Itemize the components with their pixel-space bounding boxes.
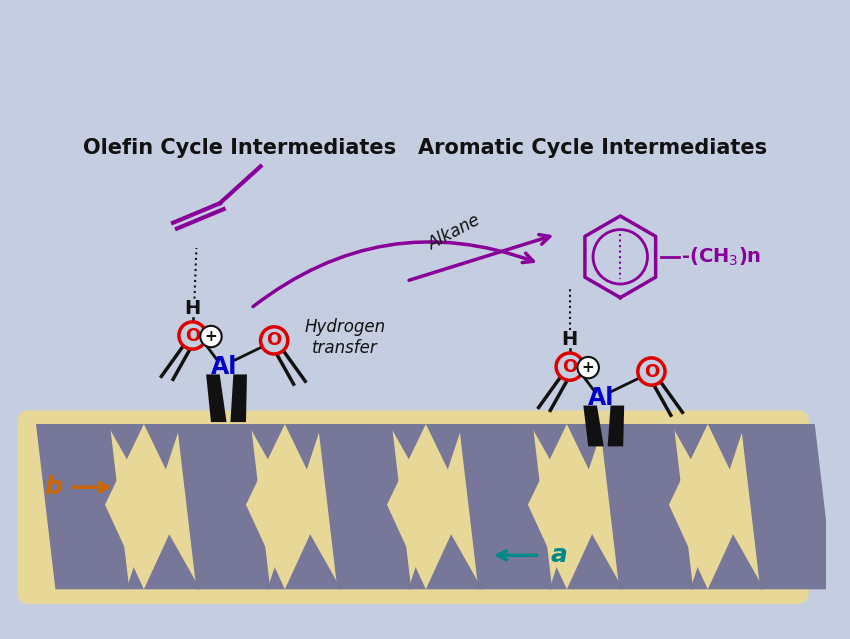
Text: -(CH$_3$)n: -(CH$_3$)n	[681, 245, 761, 268]
Polygon shape	[669, 424, 746, 589]
FancyArrowPatch shape	[253, 242, 533, 307]
Circle shape	[261, 327, 288, 354]
Text: +: +	[205, 329, 218, 344]
Polygon shape	[671, 424, 764, 589]
Text: Al: Al	[211, 355, 237, 379]
FancyArrowPatch shape	[409, 235, 550, 281]
Text: +: +	[582, 360, 595, 375]
Text: Al: Al	[587, 386, 614, 410]
Polygon shape	[318, 424, 411, 589]
Polygon shape	[528, 424, 606, 589]
Polygon shape	[246, 424, 324, 589]
Polygon shape	[107, 424, 201, 589]
Text: Aromatic Cycle Intermediates: Aromatic Cycle Intermediates	[418, 138, 768, 158]
Polygon shape	[583, 406, 604, 447]
Polygon shape	[36, 424, 129, 589]
FancyBboxPatch shape	[18, 410, 809, 604]
Polygon shape	[608, 406, 624, 447]
Text: Hydrogen
transfer: Hydrogen transfer	[304, 318, 386, 357]
Text: H: H	[562, 330, 578, 349]
Text: O: O	[185, 327, 200, 344]
Polygon shape	[206, 374, 227, 422]
Polygon shape	[389, 424, 482, 589]
Text: Olefin Cycle Intermediates: Olefin Cycle Intermediates	[82, 138, 396, 158]
Polygon shape	[105, 424, 183, 589]
Text: H: H	[184, 299, 201, 318]
Polygon shape	[459, 424, 552, 589]
Circle shape	[201, 326, 222, 347]
Text: O: O	[643, 362, 659, 380]
Circle shape	[556, 353, 583, 380]
Polygon shape	[530, 424, 623, 589]
Polygon shape	[600, 424, 694, 589]
Polygon shape	[177, 424, 270, 589]
Polygon shape	[387, 424, 465, 589]
Text: O: O	[562, 358, 577, 376]
Text: b: b	[44, 475, 62, 499]
Circle shape	[178, 322, 206, 349]
Text: a: a	[551, 543, 568, 567]
Circle shape	[577, 357, 599, 378]
Polygon shape	[741, 424, 834, 589]
Polygon shape	[230, 374, 247, 422]
Polygon shape	[248, 424, 341, 589]
Text: O: O	[267, 332, 282, 350]
Circle shape	[638, 358, 665, 385]
Text: Alkane: Alkane	[426, 212, 484, 254]
